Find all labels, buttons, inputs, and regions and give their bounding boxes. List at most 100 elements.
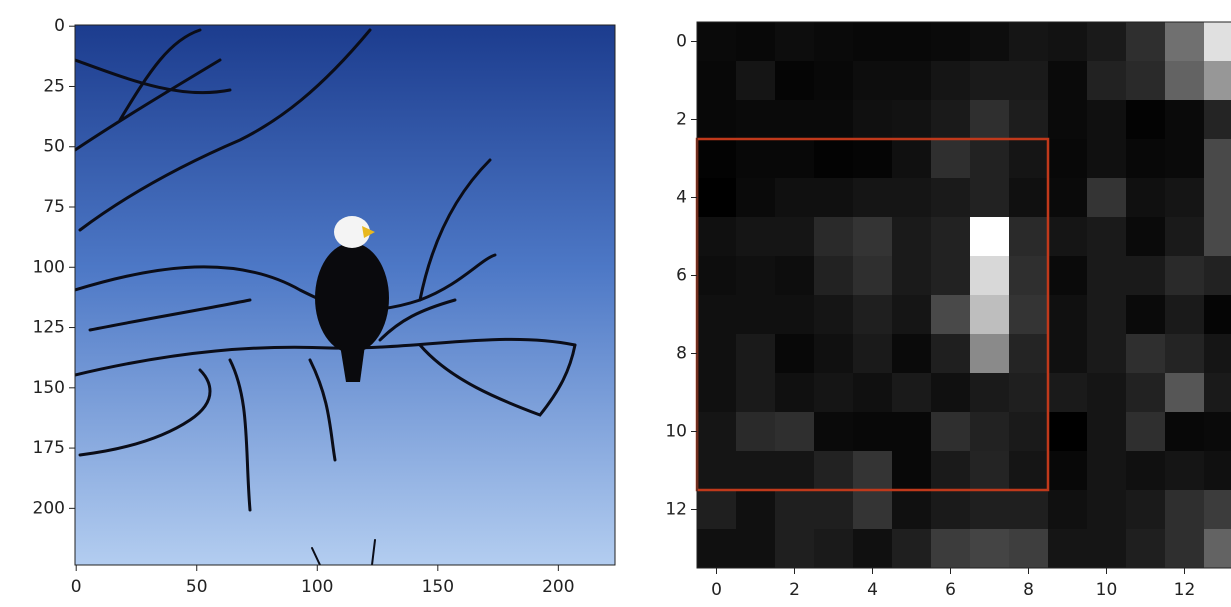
heatmap-cell — [1126, 256, 1165, 295]
heatmap-cell — [853, 529, 892, 568]
heatmap-cell — [1048, 334, 1087, 373]
heatmap-cell — [892, 451, 931, 490]
heatmap-cell — [1204, 334, 1231, 373]
heatmap-cell — [1048, 412, 1087, 451]
x-tick-label: 200 — [542, 577, 574, 597]
heatmap-cell — [1087, 139, 1126, 178]
y-tick-label: 2 — [676, 110, 687, 130]
heatmap-cell — [736, 178, 775, 217]
heatmap-cell — [931, 412, 970, 451]
heatmap-cell — [1009, 22, 1048, 61]
heatmap-cell — [1009, 100, 1048, 139]
heatmap-cell — [1048, 490, 1087, 529]
heatmap-cell — [853, 295, 892, 334]
x-tick-label: 8 — [1023, 580, 1034, 600]
heatmap-cell — [775, 61, 814, 100]
heatmap-cell — [970, 490, 1009, 529]
heatmap-cell — [814, 61, 853, 100]
heatmap-cell — [1087, 61, 1126, 100]
heatmap-cell — [1009, 490, 1048, 529]
heatmap-cell — [775, 139, 814, 178]
heatmap-cell — [1087, 295, 1126, 334]
heatmap-cell — [1009, 256, 1048, 295]
y-tick-label: 0 — [54, 16, 65, 36]
heatmap-cell — [1204, 256, 1231, 295]
heatmap-cell — [892, 178, 931, 217]
heatmap-cell — [1048, 22, 1087, 61]
heatmap-cell — [931, 334, 970, 373]
y-tick-label: 12 — [665, 500, 687, 520]
heatmap-cell — [697, 178, 736, 217]
heatmap-cell — [736, 373, 775, 412]
heatmap-cell — [814, 334, 853, 373]
heatmap-layer — [697, 22, 1231, 568]
heatmap-cell — [697, 373, 736, 412]
heatmap-cell — [814, 256, 853, 295]
heatmap-cell — [1126, 334, 1165, 373]
heatmap-cell — [736, 295, 775, 334]
heatmap-cell — [1048, 61, 1087, 100]
heatmap-cell — [1165, 490, 1204, 529]
heatmap-cell — [1126, 139, 1165, 178]
heatmap-cell — [775, 22, 814, 61]
heatmap-cell — [892, 490, 931, 529]
heatmap-cell — [1204, 139, 1231, 178]
heatmap-cell — [1126, 451, 1165, 490]
heatmap-cell — [970, 22, 1009, 61]
heatmap-cell — [970, 100, 1009, 139]
heatmap-cell — [853, 100, 892, 139]
heatmap-cell — [736, 139, 775, 178]
heatmap-cell — [1204, 22, 1231, 61]
heatmap-cell — [1087, 256, 1126, 295]
heatmap-cell — [1087, 178, 1126, 217]
heatmap-cell — [736, 490, 775, 529]
heatmap-cell — [1204, 217, 1231, 256]
heatmap-cell — [1126, 295, 1165, 334]
heatmap-cell — [697, 490, 736, 529]
y-tick-label: 0 — [676, 32, 687, 52]
heatmap-cell — [814, 529, 853, 568]
page: {"chart_data": [ {"type": "image", "xlim… — [0, 0, 1231, 607]
heatmap-cell — [1204, 412, 1231, 451]
heatmap-cell — [1048, 178, 1087, 217]
heatmap-cell — [775, 529, 814, 568]
y-tick-label: 150 — [33, 378, 65, 398]
heatmap-cell — [1165, 178, 1204, 217]
heatmap-cell — [1087, 529, 1126, 568]
heatmap-cell — [1204, 61, 1231, 100]
y-tick-label: 100 — [33, 257, 65, 277]
heatmap-cell — [775, 412, 814, 451]
heatmap-cell — [892, 256, 931, 295]
heatmap-cell — [892, 334, 931, 373]
y-tick-label: 50 — [43, 137, 65, 157]
heatmap-cell — [931, 295, 970, 334]
heatmap-cell — [736, 256, 775, 295]
heatmap-cell — [1126, 217, 1165, 256]
heatmap-cell — [1048, 100, 1087, 139]
photo — [75, 25, 615, 565]
heatmap-cell — [1048, 295, 1087, 334]
heatmap-cell — [1048, 529, 1087, 568]
heatmap-cell — [853, 256, 892, 295]
y-tick-label: 8 — [676, 344, 687, 364]
heatmap-cell — [697, 529, 736, 568]
heatmap-cell — [697, 295, 736, 334]
heatmap-cell — [892, 139, 931, 178]
heatmap-cell — [1165, 61, 1204, 100]
heatmap-cell — [853, 217, 892, 256]
heatmap-cell — [736, 61, 775, 100]
heatmap-cell — [892, 529, 931, 568]
x-tick-label: 100 — [301, 577, 333, 597]
heatmap-cell — [1048, 373, 1087, 412]
heatmap-cell — [1204, 451, 1231, 490]
heatmap-cell — [1126, 61, 1165, 100]
x-tick-label: 6 — [945, 580, 956, 600]
heatmap-cell — [931, 373, 970, 412]
heatmap-cell — [970, 256, 1009, 295]
heatmap-cell — [1126, 100, 1165, 139]
heatmap-cell — [1165, 451, 1204, 490]
heatmap-cell — [775, 100, 814, 139]
heatmap-cell — [853, 373, 892, 412]
heatmap-cell — [736, 529, 775, 568]
heatmap-cell — [853, 412, 892, 451]
